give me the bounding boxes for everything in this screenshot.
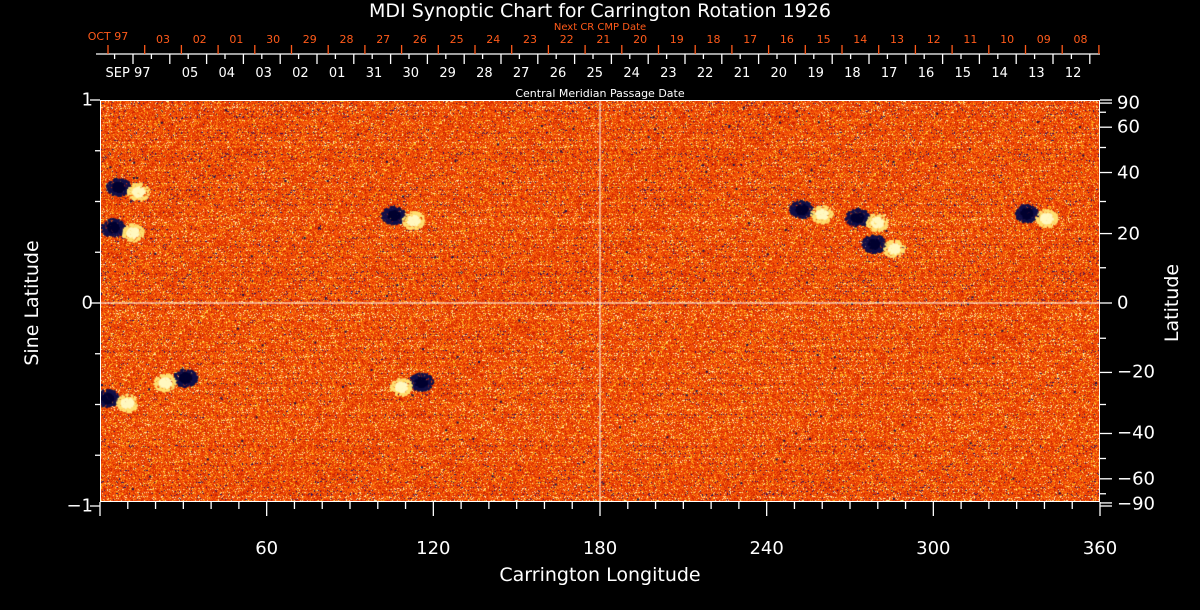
x-tick-label: 180	[582, 538, 618, 559]
y-tick-label: −1	[66, 495, 93, 517]
y2-tick-label: 0	[1117, 292, 1129, 314]
next-axis-date-label: 20	[633, 33, 648, 46]
top-axis-date-label: 18	[844, 66, 861, 81]
next-axis-start-label: OCT 97	[87, 30, 129, 43]
next-axis-date-label: 10	[1000, 33, 1015, 46]
next-axis-date-label: 11	[963, 33, 978, 46]
next-axis-date-label: 09	[1036, 33, 1051, 46]
synoptic-map	[100, 100, 1100, 502]
y-tick-label: 0	[81, 292, 93, 314]
top-axis-date-label: 22	[696, 66, 714, 81]
x-tick-label: 360	[1082, 538, 1118, 559]
next-axis-date-label: 12	[926, 33, 941, 46]
y2-tick-label: −60	[1117, 468, 1155, 490]
top-axis-date-label: 13	[1028, 66, 1045, 81]
next-axis-date-label: 22	[559, 33, 574, 46]
top-axis-date-label: 15	[954, 66, 972, 81]
next-axis-date-label: 26	[412, 33, 427, 46]
next-axis-date-label: 16	[779, 33, 794, 46]
top-axis-date-label: 19	[807, 66, 824, 81]
y-tick-label: 1	[81, 89, 93, 111]
y2-tick-label: 20	[1117, 223, 1140, 245]
top-axis-date-label: 27	[512, 66, 530, 81]
next-axis-date-label: 08	[1073, 33, 1088, 46]
top-axis-date-label: 01	[328, 66, 346, 81]
next-axis-date-label: 30	[266, 33, 281, 46]
top-axis-date-label: 04	[218, 66, 236, 81]
next-axis-date-label: 23	[523, 33, 537, 46]
y2-tick-label: 40	[1117, 162, 1140, 183]
next-axis-date-label: 15	[816, 33, 831, 46]
x-tick-label: 120	[416, 538, 451, 559]
y2-tick-label: −90	[1117, 493, 1155, 515]
top-axis-date-label: 05	[181, 66, 199, 81]
x-tick-label: 60	[255, 538, 279, 559]
top-axis-date-label: 28	[476, 66, 493, 81]
chart-title: MDI Synoptic Chart for Carrington Rotati…	[369, 0, 831, 22]
next-axis-date-label: 13	[890, 33, 904, 46]
next-axis-date-label: 02	[192, 33, 207, 46]
next-axis-date-label: 01	[229, 33, 244, 46]
cmp-axis-title: Central Meridian Passage Date	[515, 87, 685, 100]
top-axis-date-label: 17	[880, 66, 898, 81]
top-axis-date-label: 30	[402, 66, 420, 81]
y2-axis-title: Latitude	[1161, 263, 1183, 343]
y-axis-title: Sine Latitude	[21, 240, 43, 366]
next-axis-date-label: 25	[449, 33, 464, 46]
next-axis-date-label: 03	[156, 33, 170, 46]
next-axis-date-label: 21	[596, 33, 611, 46]
y2-tick-label: 60	[1117, 116, 1140, 138]
next-axis-date-label: 24	[486, 33, 501, 46]
top-axis-date-label: 24	[623, 66, 640, 81]
x-axis-title: Carrington Longitude	[499, 564, 701, 586]
top-axis-start-label: SEP 97	[105, 66, 151, 81]
next-cr-axis-title: Next CR CMP Date	[553, 22, 647, 33]
next-axis-date-label: 14	[853, 33, 868, 46]
next-axis-date-label: 28	[339, 33, 354, 46]
next-axis-date-label: 18	[706, 33, 721, 46]
top-axis-date-label: 21	[733, 66, 751, 81]
top-axis-date-label: 12	[1064, 66, 1082, 81]
next-axis-date-label: 27	[376, 33, 391, 46]
top-axis-date-label: 20	[770, 66, 788, 81]
top-axis-date-label: 25	[586, 66, 604, 81]
y2-tick-label: −40	[1117, 422, 1155, 444]
top-axis-date-label: 29	[439, 66, 456, 81]
x-tick-label: 240	[749, 538, 784, 559]
top-axis-date-label: 26	[549, 66, 567, 81]
next-axis-date-label: 29	[302, 33, 317, 46]
top-axis-date-label: 16	[917, 66, 935, 81]
y2-tick-label: −20	[1117, 361, 1155, 383]
top-axis-date-label: 23	[660, 66, 677, 81]
magnetogram-image	[101, 101, 1099, 501]
y2-tick-label: 90	[1117, 92, 1140, 114]
top-axis-date-label: 02	[292, 66, 309, 81]
top-axis-date-label: 03	[255, 66, 272, 81]
top-axis-date-label: 31	[365, 66, 383, 81]
top-axis-date-label: 14	[991, 66, 1008, 81]
x-tick-label: 300	[916, 538, 951, 559]
next-axis-date-label: 17	[743, 33, 758, 46]
next-axis-date-label: 19	[669, 33, 684, 46]
